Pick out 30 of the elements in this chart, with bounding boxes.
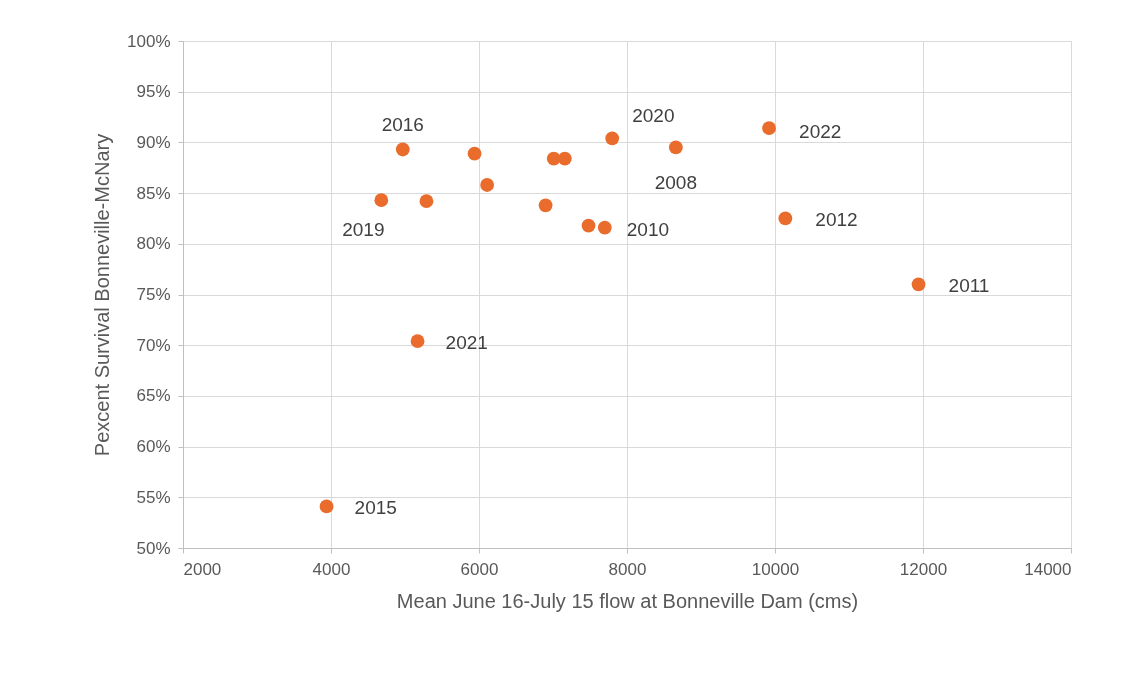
- annotation: 2011: [948, 275, 990, 297]
- y-tick-label: 60%: [136, 437, 171, 457]
- y-tick-label: 80%: [136, 234, 171, 254]
- y-tick-label: 100%: [127, 31, 171, 51]
- y-tick-label: 70%: [136, 335, 171, 355]
- y-tick-label: 55%: [136, 487, 171, 507]
- annotation: 2010: [626, 218, 670, 240]
- y-tick-label: 90%: [136, 132, 171, 152]
- x-tick-label: 2000: [183, 559, 222, 579]
- x-tick-label: 6000: [460, 559, 499, 579]
- annotation: 2021: [445, 332, 488, 354]
- annotation: 2020: [632, 105, 675, 127]
- x-tick-label: 14000: [1024, 559, 1072, 579]
- x-tick-label: 8000: [608, 559, 647, 579]
- y-axis-title: Pexcent Survival Bonneville-McNary: [91, 133, 114, 457]
- annotation: 2015: [354, 497, 397, 519]
- x-tick-label: 4000: [312, 559, 351, 579]
- y-tick-label: 50%: [136, 538, 171, 558]
- y-tick-label: 85%: [136, 183, 171, 203]
- annotation: 2016: [381, 114, 424, 136]
- annotation: 2012: [815, 209, 858, 231]
- annotation: 2008: [654, 172, 697, 194]
- x-tick-label: 10000: [751, 559, 800, 579]
- y-tick-label: 95%: [136, 82, 171, 102]
- x-tick-label: 12000: [899, 559, 948, 579]
- x-axis-title: Mean June 16-July 15 flow at Bonneville Dam (cms): [396, 589, 859, 612]
- y-tick-label: 75%: [136, 285, 171, 304]
- annotation: 2019: [342, 219, 385, 241]
- y-tick-label: 65%: [136, 386, 171, 406]
- annotation: 2022: [799, 121, 842, 143]
